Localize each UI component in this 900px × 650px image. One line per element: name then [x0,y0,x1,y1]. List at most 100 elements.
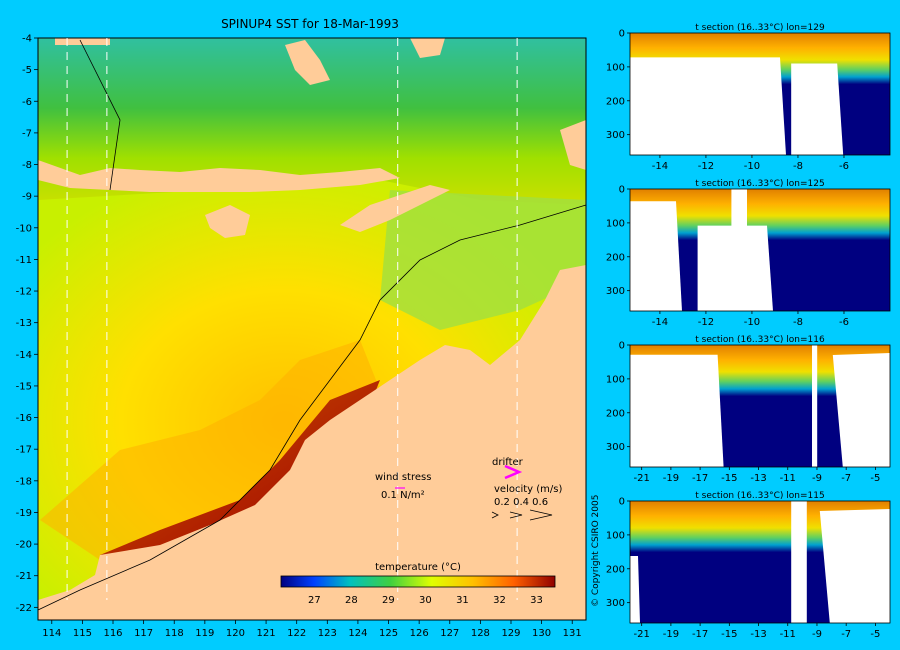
section-x-tick-label: -7 [841,473,851,484]
lon-tick-label: 124 [348,628,367,639]
section-seafloor [630,57,786,155]
depth-tick-label: 100 [606,218,625,229]
lat-tick-label: -13 [16,318,32,329]
depth-tick-label: 100 [606,374,625,385]
depth-tick-label: 300 [606,598,625,609]
lon-tick-label: 129 [501,628,520,639]
australia-land [38,265,586,620]
section-title: t section (16..33°C) lon=129 [695,23,825,33]
lat-tick-label: -8 [22,160,32,171]
lat-tick-label: -6 [22,97,32,108]
section-lines [66,38,518,600]
lesser-sunda-islands [38,160,400,192]
section-seafloor [791,63,844,155]
section-x-tick-label: -19 [663,473,679,484]
lat-tick-label: -22 [16,603,32,614]
section-x-tick-label: -12 [698,317,714,328]
lon-tick-label: 123 [318,628,337,639]
section-seafloor [630,556,640,623]
map-frame [37,37,587,621]
section-title: t section (16..33°C) lon=116 [695,335,825,345]
lon-tick-label: 130 [532,628,551,639]
depth-tick-label: 200 [606,564,625,575]
lon-tick-label: 120 [226,628,245,639]
colorbar-tick-label: 29 [382,595,395,606]
section-x-tick-label: -14 [652,161,668,172]
north-contour [79,39,121,191]
borneo-edge [55,38,110,45]
colorbar-tick-label: 27 [308,595,321,606]
section-x-tick-label: -7 [841,629,851,640]
depth-tick-label: 0 [619,341,625,352]
depth-tick-label: 300 [606,286,625,297]
lat-tick-label: -10 [16,223,32,234]
drifter-label: drifter [492,457,524,468]
depth-tick-label: 0 [619,497,625,508]
colorbar-tick-label: 33 [530,595,543,606]
section-seafloor [630,370,668,467]
lat-tick-label: -5 [22,65,32,76]
lat-tick-label: -4 [22,34,32,45]
section-x-tick-label: -21 [634,473,650,484]
lon-tick-label: 128 [471,628,490,639]
section-x-tick-label: -8 [793,317,803,328]
section-panel: t section (16..33°C) lon=129 0 100 200 300 -1… [606,23,891,172]
lon-tick-label: 131 [563,628,582,639]
colorbar-ticks: 27 28 29 30 31 32 33 [308,595,543,606]
north-island [410,38,445,58]
section-x-tick-label: -15 [721,629,737,640]
lon-tick-label: 122 [287,628,306,639]
section-gap [731,189,747,311]
wind-stress-scale: 0.1 N/m² [381,490,425,501]
sumba-island [205,205,250,238]
lat-tick-label: -19 [16,508,32,519]
lat-tick-label: -20 [16,540,32,551]
velocity-scale: 0.2 0.4 0.6 [494,497,548,508]
drifter-icon [504,464,523,480]
depth-tick-label: 200 [606,408,625,419]
section-x-tick-label: -8 [793,161,803,172]
section-x-tick-label: -9 [812,629,822,640]
section-x-tick-label: -6 [839,161,849,172]
section-x-tick-label: -5 [870,473,880,484]
wind-stress-label: wind stress [375,472,431,483]
sst-map [37,37,587,621]
lat-tick-label: -15 [16,381,32,392]
depth-tick-label: 0 [619,29,625,40]
colorbar-tick-label: 28 [345,595,358,606]
lon-tick-label: 119 [195,628,214,639]
shelf-warm-band [40,340,380,560]
section-x-tick-label: -19 [663,629,679,640]
section-title: t section (16..33°C) lon=125 [695,179,824,189]
colorbar-tick-label: 31 [456,595,469,606]
colorbar-scale [280,575,556,588]
section-x-tick-label: -15 [721,473,737,484]
depth-tick-label: 300 [606,130,625,141]
lat-tick-label: -17 [16,445,32,456]
depth-tick-label: 300 [606,442,625,453]
lon-tick-label: 118 [165,628,184,639]
shelf-contour [37,204,587,611]
lon-tick-label: 125 [379,628,398,639]
lon-tick-label: 116 [103,628,122,639]
timor-island [340,185,450,232]
colorbar-tick-label: 32 [493,595,506,606]
section-x-tick-label: -6 [839,317,849,328]
latitude-axis: -4 -5 -6 -7 -8 -9 -10 -11 -12 -13 -14 -15 -16 -17 -18 -… [16,34,38,614]
section-x-tick-label: -13 [750,473,766,484]
sulawesi-land [285,40,330,85]
section-panel: t section (16..33°C) lon=116 0 100 200 300 -2… [606,335,891,484]
section-panels: t section (16..33°C) lon=129 0 100 200 300 -1… [606,23,891,640]
section-x-tick-label: -17 [692,473,708,484]
lat-tick-label: -7 [22,128,32,139]
lon-tick-label: 121 [257,628,276,639]
lon-tick-label: 115 [73,628,92,639]
section-x-tick-label: -17 [692,629,708,640]
wind-legend: wind stress 0.1 N/m² [375,472,431,501]
section-panel: t section (16..33°C) lon=115 0 100 200 300 -2… [606,491,891,640]
longitude-axis: 114 115 116 117 118 119 120 121 122 123 124 125 126 1… [42,620,582,639]
depth-tick-label: 200 [606,96,625,107]
lat-tick-label: -14 [16,350,32,361]
lon-tick-label: 117 [134,628,153,639]
